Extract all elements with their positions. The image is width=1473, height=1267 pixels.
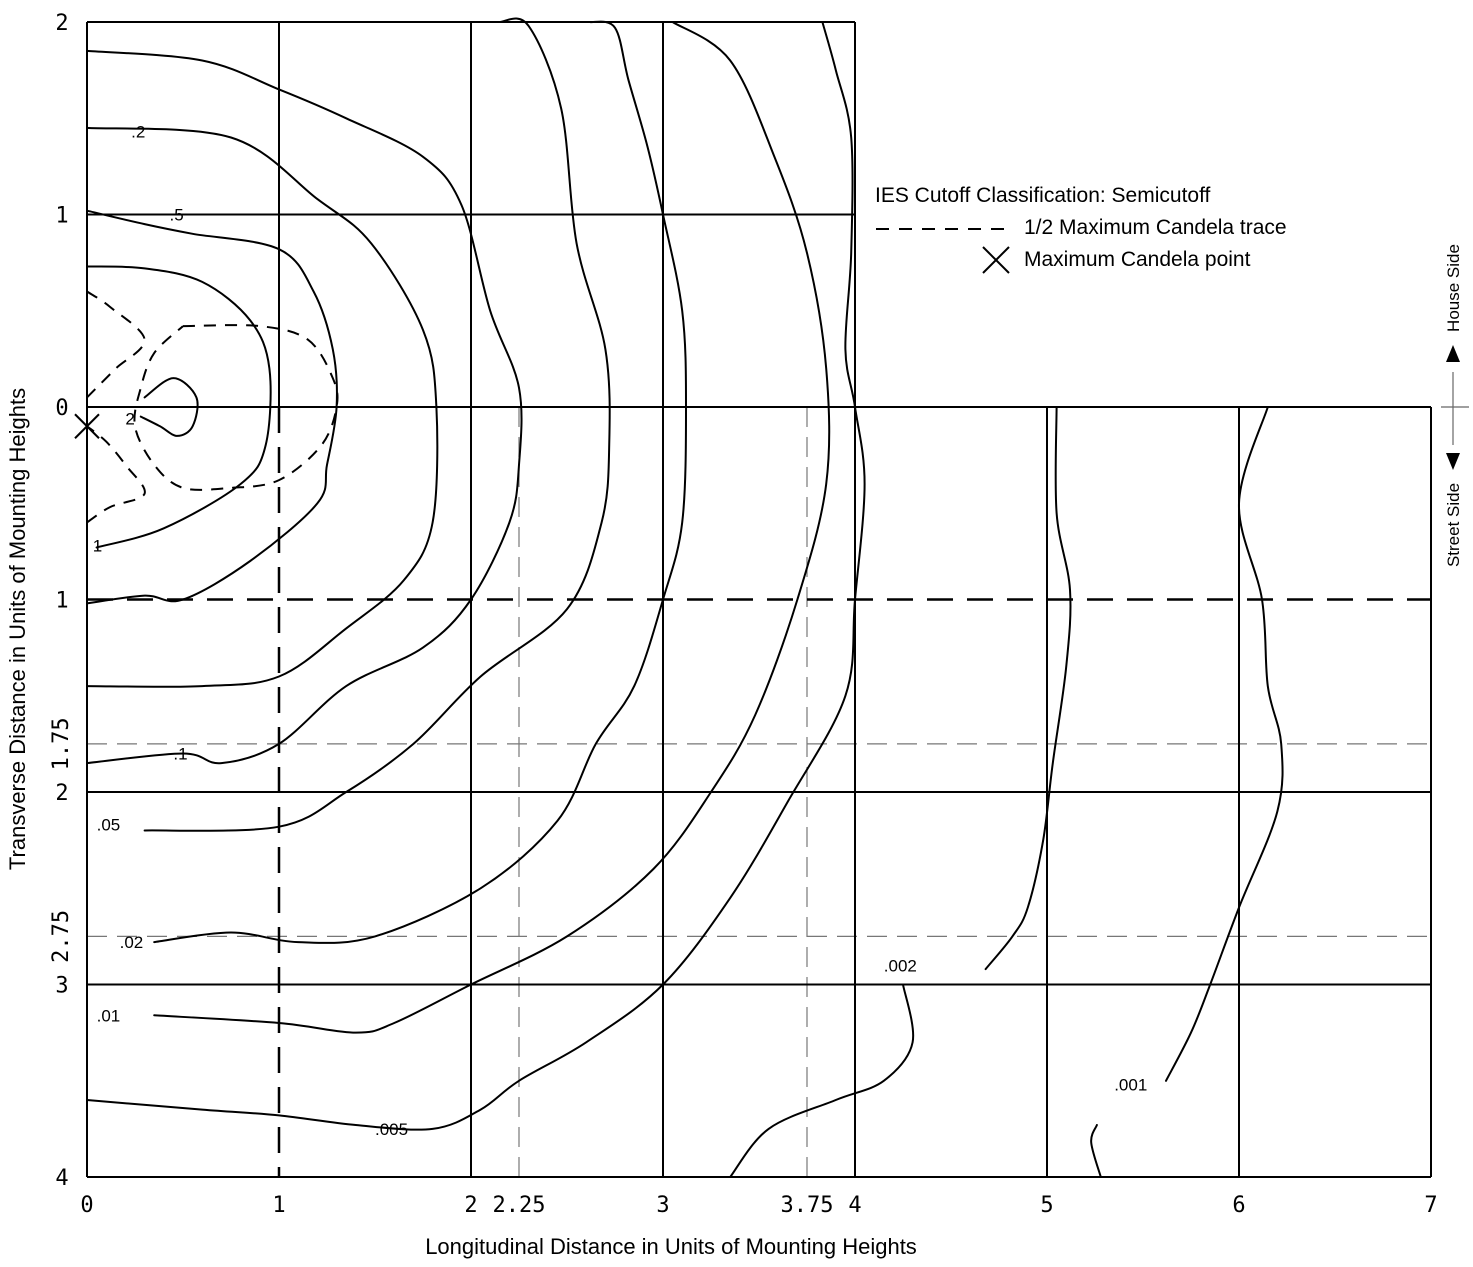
arrow-up-icon bbox=[1446, 345, 1460, 362]
x-tick-label: 2.25 bbox=[493, 1193, 546, 1218]
y-tick-label-street: 4 bbox=[55, 1166, 68, 1191]
contour-p01-7 bbox=[153, 21, 831, 1034]
x-tick-label: 5 bbox=[1040, 1193, 1053, 1218]
contour-label-1: 1 bbox=[93, 537, 102, 556]
contour-label-p005: .005 bbox=[375, 1120, 408, 1139]
legend-x-marker-icon bbox=[982, 246, 1010, 274]
side-indicator: House Side Street Side bbox=[1441, 244, 1469, 567]
half-max-trace-segment-0 bbox=[133, 324, 339, 491]
contour-p2-3 bbox=[86, 126, 439, 688]
y-tick-label-street: 1 bbox=[55, 589, 68, 614]
legend-max-point-label: Maximum Candela point bbox=[1024, 248, 1251, 271]
max-candela-point bbox=[74, 413, 100, 439]
legend: IES Cutoff Classification: Semicutoff 1/… bbox=[875, 184, 1287, 274]
contour-p002-9 bbox=[729, 983, 915, 1178]
isofootcandle-contours bbox=[86, 17, 1284, 1178]
y-tick-label-street: 2.75 bbox=[49, 910, 74, 963]
legend-classification: IES Cutoff Classification: Semicutoff bbox=[875, 184, 1211, 207]
contour-p001-11 bbox=[1090, 1124, 1102, 1178]
contour-labels: 2 1 .5 .2 .1 .05 .02 .01 .005 .002 .001 bbox=[93, 123, 1148, 1139]
legend-trace-label: 1/2 Maximum Candela trace bbox=[1024, 216, 1287, 239]
x-marker-stroke-b bbox=[74, 413, 100, 439]
y-tick-label-street: 1.75 bbox=[49, 717, 74, 770]
house-side-label: House Side bbox=[1444, 244, 1463, 332]
x-tick-label: 2 bbox=[464, 1193, 477, 1218]
half-max-trace-segment-2 bbox=[86, 425, 146, 524]
contour-label-2: 2 bbox=[125, 410, 134, 429]
tick-labels: 0 1 2 2.25 3 3.75 4 5 6 7 2 1 0 1 1.75 2 2.75 3 4 bbox=[49, 11, 1438, 1218]
x-tick-label: 7 bbox=[1424, 1193, 1437, 1218]
contour-label-p01: .01 bbox=[97, 1006, 121, 1025]
contour-1-1 bbox=[86, 265, 272, 549]
grid bbox=[86, 21, 1432, 1178]
y-tick-label-street: 2 bbox=[55, 781, 68, 806]
x-axis-title: Longitudinal Distance in Units of Mounti… bbox=[425, 1234, 917, 1259]
y-tick-label-house: 1 bbox=[55, 204, 68, 229]
contour-2-0 bbox=[139, 377, 199, 437]
street-side-label: Street Side bbox=[1444, 483, 1463, 567]
contour-p02-6 bbox=[153, 20, 687, 944]
contour-p05-5 bbox=[143, 17, 611, 832]
y-tick-label-house: 0 bbox=[55, 396, 68, 421]
contour-label-p02: .02 bbox=[120, 933, 144, 952]
contour-label-p1: .1 bbox=[173, 745, 187, 764]
contour-p5-2 bbox=[86, 209, 338, 605]
contour-label-p001: .001 bbox=[1114, 1076, 1147, 1095]
y-tick-label-house: 2 bbox=[55, 11, 68, 36]
half-max-trace-segment-1 bbox=[86, 290, 146, 399]
contour-p005-8 bbox=[86, 21, 866, 1131]
contour-p001-12 bbox=[1165, 406, 1284, 1082]
x-tick-label: 1 bbox=[272, 1193, 285, 1218]
y-axis-title: Transverse Distance in Units of Mounting… bbox=[5, 388, 30, 870]
y-tick-label-street: 3 bbox=[55, 974, 68, 999]
contour-p002-10 bbox=[984, 406, 1072, 971]
contour-p1-4 bbox=[86, 49, 523, 765]
half-max-candela-trace bbox=[86, 290, 339, 524]
contour-label-p002: .002 bbox=[884, 956, 917, 975]
contour-label-p2: .2 bbox=[131, 123, 145, 142]
contour-label-p5: .5 bbox=[170, 206, 184, 225]
x-tick-label: 3 bbox=[656, 1193, 669, 1218]
x-tick-label: 0 bbox=[80, 1193, 93, 1218]
x-tick-label: 3.75 bbox=[781, 1193, 834, 1218]
contour-label-p05: .05 bbox=[97, 816, 121, 835]
x-tick-label: 4 bbox=[848, 1193, 861, 1218]
arrow-down-icon bbox=[1446, 453, 1460, 470]
x-tick-label: 6 bbox=[1232, 1193, 1245, 1218]
